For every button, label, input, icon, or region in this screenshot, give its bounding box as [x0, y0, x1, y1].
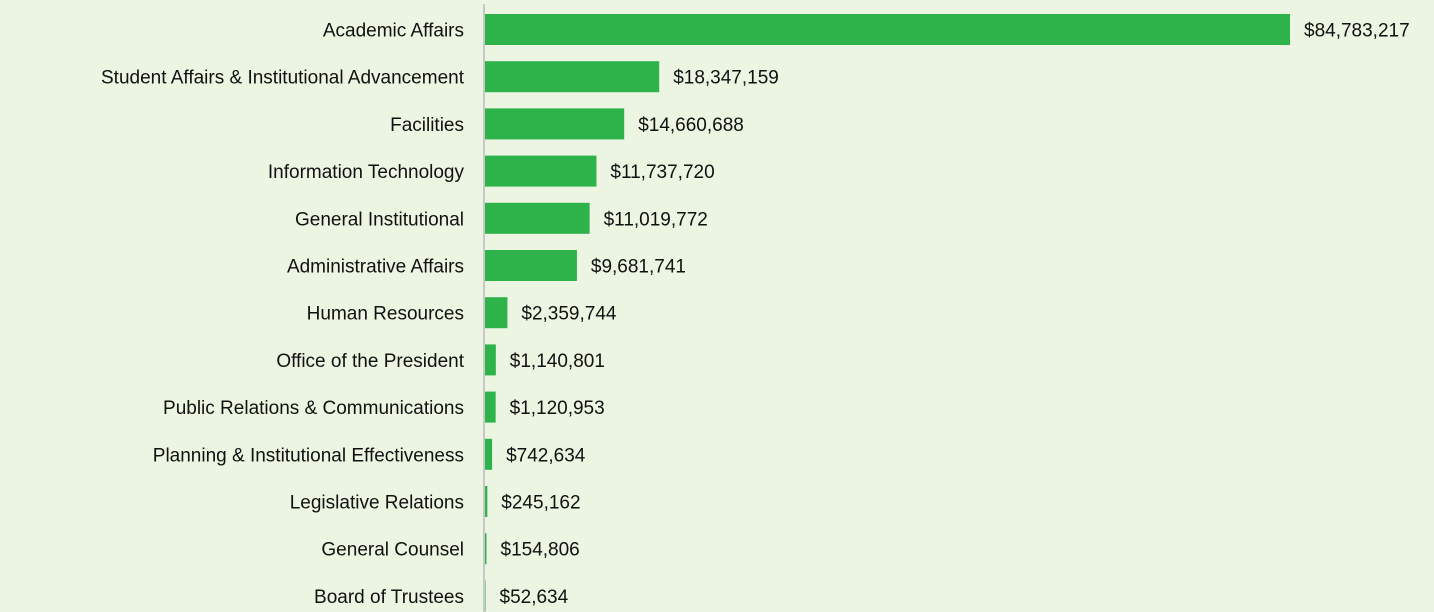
- bar: [485, 486, 488, 517]
- value-label: $18,347,159: [673, 68, 779, 89]
- category-label: Facilities: [390, 115, 464, 136]
- value-label: $14,660,688: [638, 115, 744, 136]
- category-label: General Institutional: [295, 209, 464, 230]
- value-label: $9,681,741: [591, 257, 686, 278]
- bar: [485, 108, 625, 140]
- bar: [485, 250, 577, 281]
- bar: [485, 14, 1290, 45]
- category-label: Office of the President: [276, 351, 464, 372]
- bar: [485, 438, 493, 470]
- value-label: $742,634: [506, 445, 586, 466]
- bar: [485, 344, 496, 376]
- category-label: Public Relations & Communications: [163, 398, 464, 419]
- category-label: Legislative Relations: [290, 493, 464, 514]
- bar: [485, 297, 508, 329]
- category-label: Board of Trustees: [314, 587, 464, 608]
- value-label: $52,634: [500, 587, 569, 608]
- value-label: $1,140,801: [510, 351, 605, 372]
- bar: [485, 391, 496, 423]
- bar: [485, 155, 597, 187]
- value-label: $11,019,772: [604, 209, 708, 230]
- bars-layer: [485, 14, 1290, 612]
- bar: [485, 202, 590, 234]
- category-label: Human Resources: [307, 304, 464, 325]
- value-label: $11,737,720: [610, 162, 714, 183]
- bar: [485, 61, 660, 93]
- bar: [485, 580, 486, 612]
- category-label: Student Affairs & Institutional Advancem…: [101, 68, 465, 89]
- value-label: $84,783,217: [1304, 21, 1410, 42]
- category-label: General Counsel: [321, 540, 464, 561]
- value-label: $1,120,953: [510, 398, 605, 419]
- value-label: $2,359,744: [521, 304, 617, 325]
- category-label: Administrative Affairs: [287, 257, 464, 278]
- category-label: Information Technology: [268, 162, 465, 183]
- value-label: $245,162: [501, 493, 580, 514]
- value-label: $154,806: [501, 540, 580, 561]
- labels-layer: Academic Affairs $84,783,217 Student Affai…: [101, 21, 1410, 608]
- bar: [485, 533, 487, 565]
- category-label: Academic Affairs: [323, 21, 464, 42]
- category-label: Planning & Institutional Effectiveness: [153, 445, 464, 466]
